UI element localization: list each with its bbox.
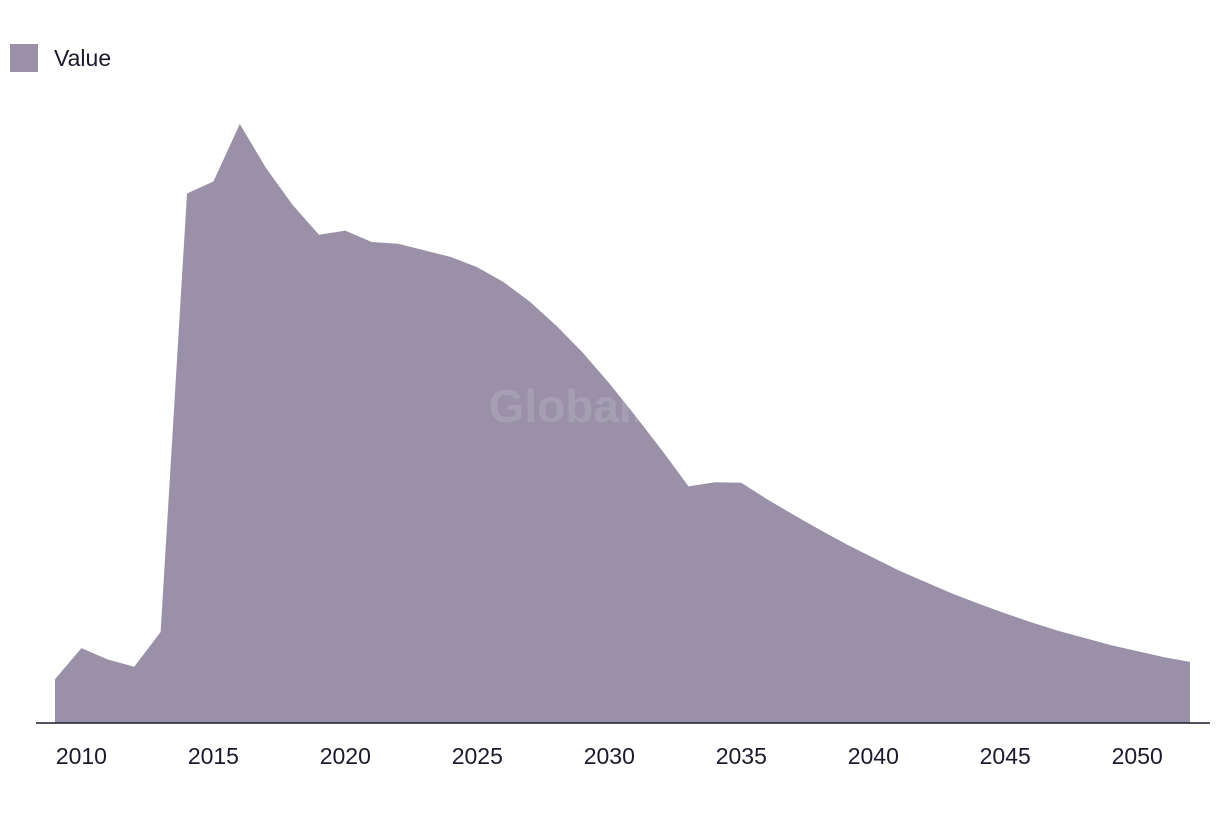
- x-tick-label: 2030: [584, 743, 635, 769]
- watermark: GlobalData: [489, 380, 732, 432]
- x-tick-label: 2025: [452, 743, 503, 769]
- x-axis-ticks: 2010 2015 2020 2025 2030 2035 2040 2045 2050: [56, 743, 1163, 769]
- legend: Value: [10, 44, 111, 72]
- x-tick-label: 2045: [980, 743, 1031, 769]
- x-tick-label: 2020: [320, 743, 371, 769]
- x-tick-label: 2015: [188, 743, 239, 769]
- x-tick-label: 2010: [56, 743, 107, 769]
- x-tick-label: 2035: [716, 743, 767, 769]
- x-tick-label: 2050: [1112, 743, 1163, 769]
- legend-swatch: [10, 44, 38, 72]
- value-area: [55, 124, 1190, 723]
- legend-label: Value: [54, 44, 112, 71]
- x-tick-label: 2040: [848, 743, 899, 769]
